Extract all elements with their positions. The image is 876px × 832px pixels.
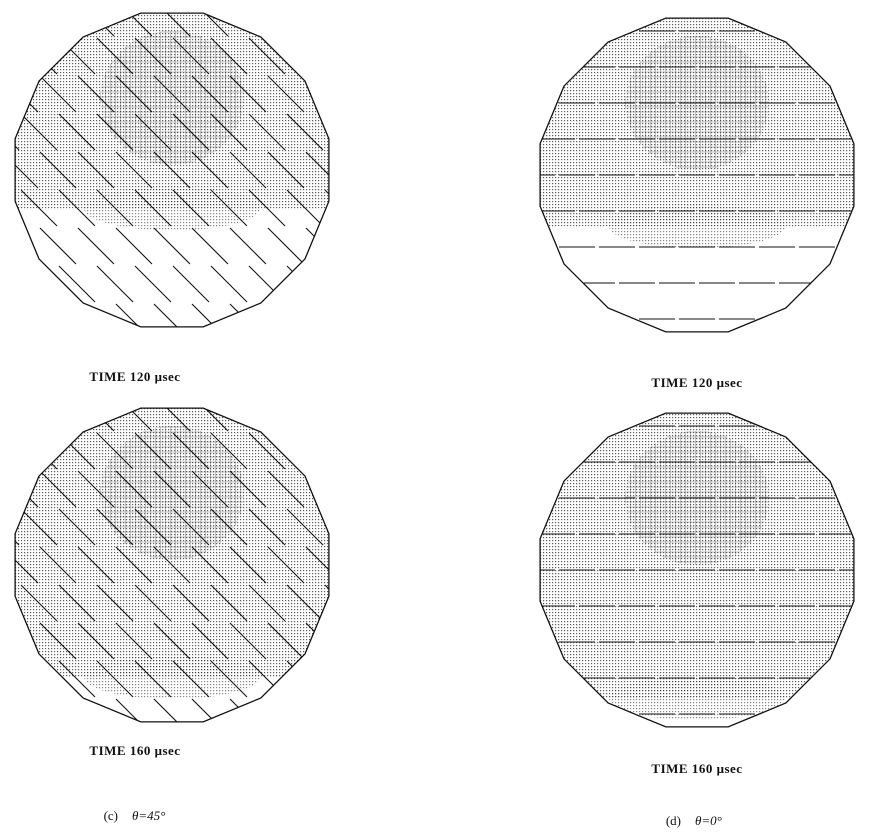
column-angle: θ=45° (132, 808, 165, 823)
direction-mark (154, 304, 190, 340)
direction-mark (344, 623, 380, 659)
direction-mark (363, 266, 399, 302)
direction-mark (192, 228, 228, 264)
direction-mark (116, 304, 152, 340)
direction-mark (363, 661, 399, 697)
direction-mark (325, 661, 361, 697)
direction-mark (325, 190, 361, 226)
direction-mark (306, 228, 342, 264)
column-angle: θ=0° (695, 813, 722, 828)
direction-mark (2, 395, 38, 431)
direction-mark (116, 699, 152, 735)
direction-mark (230, 304, 266, 340)
stipple-edge (84, 655, 260, 699)
direction-mark (306, 623, 342, 659)
direction-mark (40, 228, 76, 264)
direction-mark (154, 228, 190, 264)
direction-mark (154, 699, 190, 735)
direction-mark (78, 395, 114, 431)
direction-mark (382, 304, 418, 340)
column-label: (d) (666, 813, 681, 828)
direction-mark (230, 228, 266, 264)
direction-mark (192, 699, 228, 735)
direction-mark (78, 304, 114, 340)
direction-mark (268, 699, 304, 735)
dense-region (100, 426, 244, 560)
direction-mark (0, 38, 19, 74)
direction-mark (268, 228, 304, 264)
panel (519, 15, 876, 319)
direction-mark (173, 266, 209, 302)
dense-region (100, 31, 244, 165)
panels (0, 0, 876, 735)
direction-mark (116, 228, 152, 264)
direction-mark (325, 585, 361, 621)
direction-mark (325, 266, 361, 302)
direction-mark (344, 304, 380, 340)
direction-mark (2, 0, 38, 36)
direction-mark (78, 699, 114, 735)
time-label: TIME 120 μsec (651, 375, 742, 390)
direction-mark (40, 395, 76, 431)
direction-mark (230, 699, 266, 735)
direction-mark (344, 699, 380, 735)
direction-mark (192, 304, 228, 340)
direction-mark (211, 266, 247, 302)
direction-mark (306, 304, 342, 340)
figure: TIME 120 μsec TIME 120 μsec TIME 160 μse… (0, 0, 876, 832)
direction-mark (97, 266, 133, 302)
direction-mark (78, 228, 114, 264)
direction-mark (344, 228, 380, 264)
panel (0, 395, 418, 735)
panel (0, 0, 418, 340)
direction-mark (306, 699, 342, 735)
direction-mark (2, 471, 38, 507)
panel (519, 410, 876, 720)
direction-mark (78, 0, 114, 36)
time-label: TIME 160 μsec (89, 743, 180, 758)
direction-mark (0, 433, 19, 469)
direction-mark (135, 266, 171, 302)
direction-mark (40, 0, 76, 36)
direction-mark (2, 76, 38, 112)
direction-mark (268, 304, 304, 340)
stipple-edge (84, 186, 260, 230)
time-label: TIME 120 μsec (89, 369, 180, 384)
stipple-edge (609, 676, 785, 720)
direction-mark (382, 699, 418, 735)
time-label: TIME 160 μsec (651, 761, 742, 776)
column-label: (c) (104, 808, 118, 823)
